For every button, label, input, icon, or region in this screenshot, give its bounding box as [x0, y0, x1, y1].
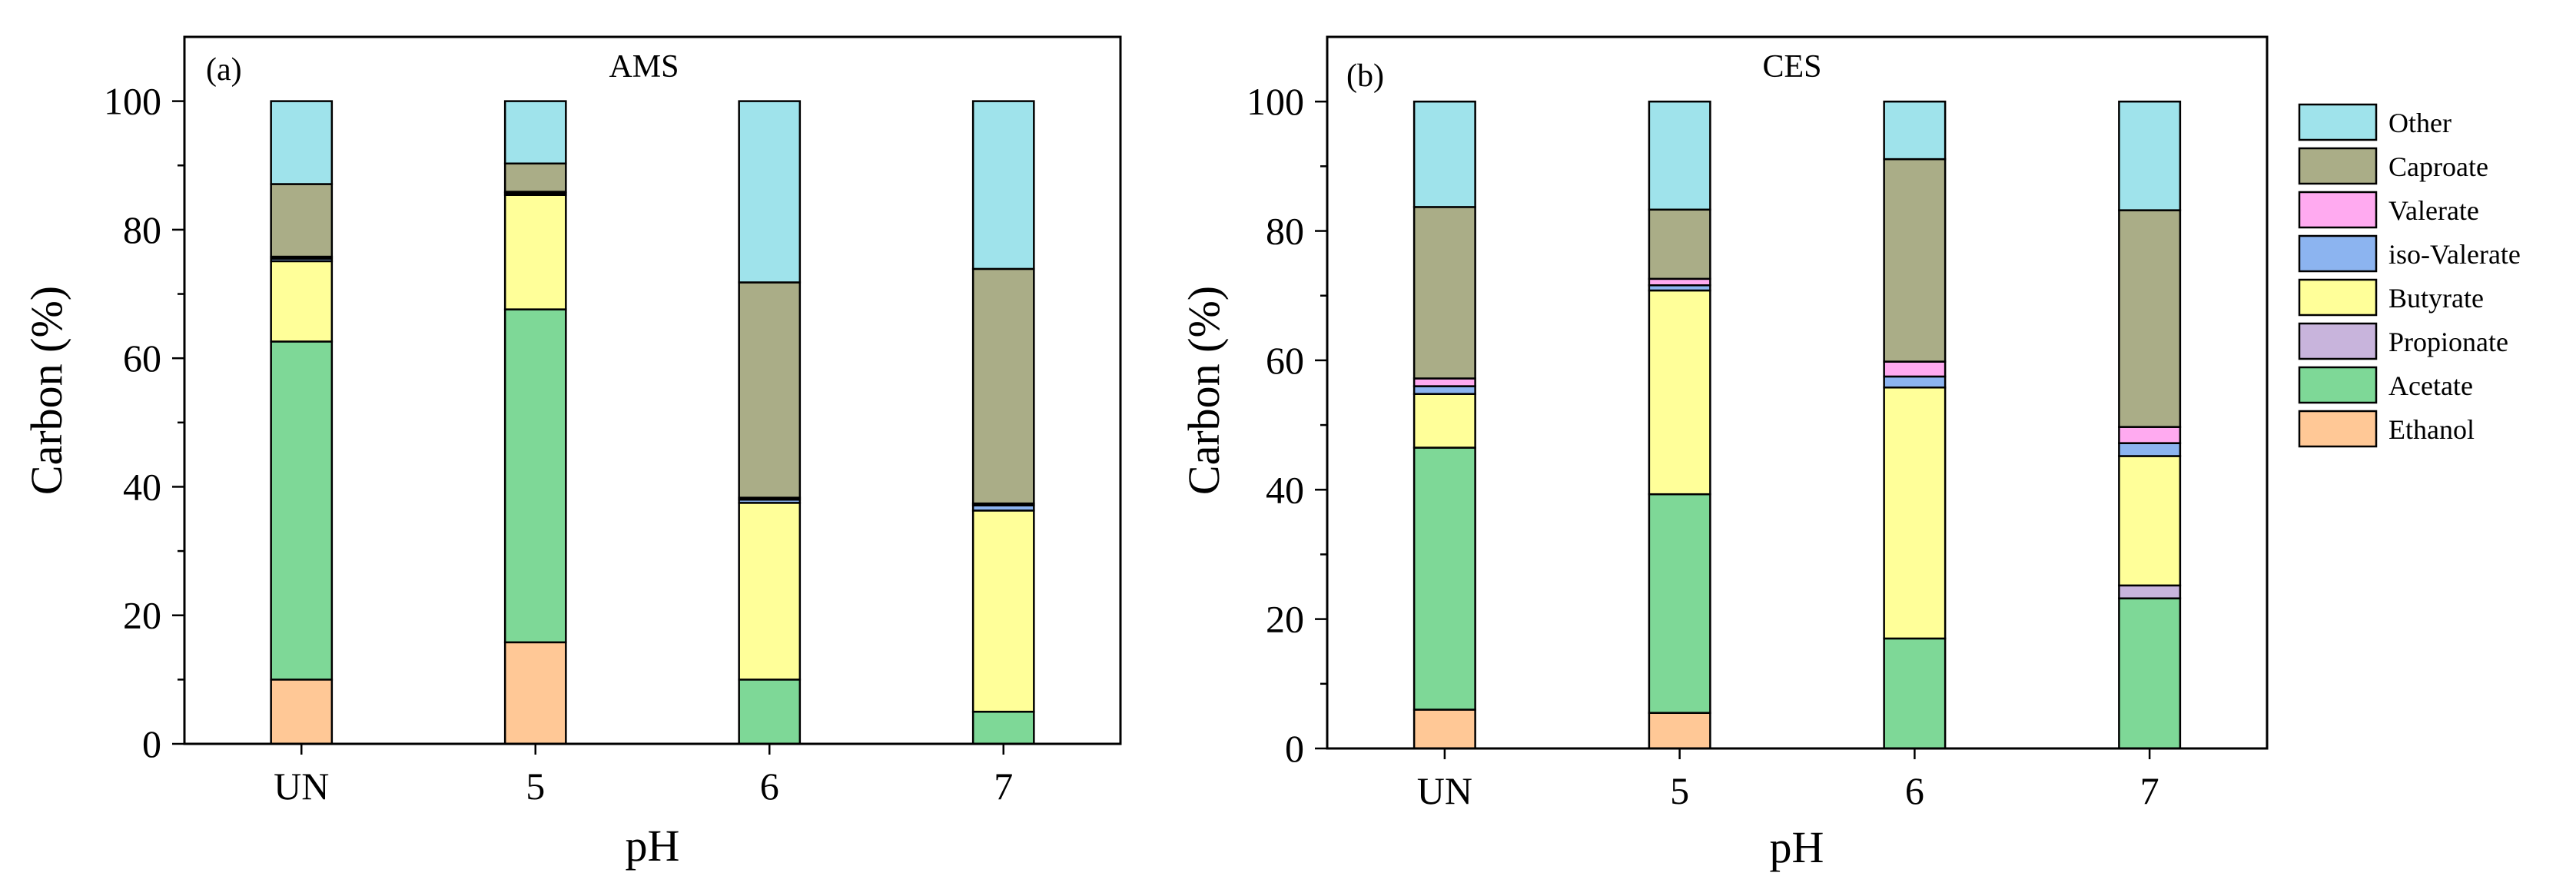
panel-b-x-axis-title: pH [1770, 822, 1824, 872]
panel-b-y-axis-title: Carbon (%) [1179, 286, 1229, 495]
legend-swatch-other [2298, 103, 2378, 141]
panel-a-bar-caproate-7 [971, 267, 1035, 505]
panel-b-bar-butyrate-5 [1648, 289, 1711, 496]
panel-b-bar-iso-valerate-6 [1883, 375, 1947, 389]
panel-b-bar-other-7 [2118, 100, 2182, 211]
panel-a-bar-acetate-un [270, 340, 334, 681]
panel-a-label: (a) [206, 52, 242, 88]
panel-b-bar-other-6 [1883, 100, 1947, 161]
panel-b-y-tick-label: 40 [1266, 468, 1304, 511]
panel-a-y-tick-label: 80 [123, 208, 161, 251]
panel-a-bar-other-un [270, 100, 334, 185]
legend-swatch-valerate [2298, 191, 2378, 229]
legend-label-caproate: Caproate [2388, 151, 2488, 182]
panel-a-bar-ethanol-5 [503, 641, 567, 745]
legend-label-ethanol: Ethanol [2388, 414, 2475, 445]
legend: Other Caproate Valerate iso-Valerate Butyrat… [2298, 103, 2521, 448]
panel-a-bar-other-5 [503, 100, 567, 165]
panel-a-x-tick-label: 6 [760, 765, 779, 808]
panel-b-plot-frame [1326, 35, 2269, 750]
panel-a-plot-frame [183, 35, 1122, 745]
panel-a-bar-caproate-5 [503, 162, 567, 193]
panel-b-x-tick-label: 5 [1670, 769, 1689, 812]
panel-b-bar-valerate-un [1412, 377, 1476, 387]
panel-b-bar-caproate-5 [1648, 208, 1711, 280]
legend-swatch-ethanol [2298, 410, 2378, 448]
panel-b-y-tick-label: 80 [1266, 210, 1304, 253]
panel-b-y-tick-label: 20 [1266, 598, 1304, 641]
panel-b-bar-acetate-6 [1883, 637, 1947, 750]
panel-a-bar-acetate-5 [503, 308, 567, 644]
panel-b-bar-iso-valerate-7 [2118, 442, 2182, 457]
panel-a-y-tick-label: 60 [123, 337, 161, 380]
panel-b-x-tick-label: UN [1417, 769, 1472, 812]
panel-a-bar-caproate-un [270, 183, 334, 258]
legend-swatch-iso-valerate [2298, 234, 2378, 273]
legend-label-propionate: Propionate [2388, 327, 2508, 357]
panel-a-bar-caproate-6 [738, 281, 802, 499]
panel-b-bar-propionate-7 [2118, 584, 2182, 599]
panel-b-bar-ethanol-un [1412, 709, 1476, 750]
panel-a-bar-butyrate-5 [503, 194, 567, 310]
legend-swatch-acetate [2298, 366, 2378, 404]
panel-b-bar-acetate-7 [2118, 597, 2182, 750]
legend-swatch-butyrate [2298, 278, 2378, 317]
panel-b-bar-valerate-6 [1883, 360, 1947, 378]
panel-a-bar-butyrate-un [270, 260, 334, 343]
panel-b-bar-valerate-7 [2118, 426, 2182, 444]
panel-b-bar-butyrate-6 [1883, 387, 1947, 640]
panel-b-bar-caproate-un [1412, 206, 1476, 380]
panel-b-y-tick-label: 100 [1247, 80, 1304, 123]
panel-b-label: (b) [1346, 58, 1384, 94]
legend-swatch-propionate [2298, 322, 2378, 360]
legend-label-acetate: Acetate [2388, 370, 2473, 401]
panel-b-bar-caproate-7 [2118, 209, 2182, 428]
legend-label-iso-valerate: iso-Valerate [2388, 239, 2521, 270]
panel-b-bar-caproate-6 [1883, 158, 1947, 363]
panel-b-y-tick-label: 60 [1266, 339, 1304, 382]
panel-b-bar-other-un [1412, 100, 1476, 208]
panel-a-y-axis-title: Carbon (%) [22, 286, 71, 495]
panel-a-y-tick-label: 20 [123, 594, 161, 637]
legend-label-other: Other [2388, 108, 2452, 138]
panel-a-y-tick-label: 40 [123, 465, 161, 508]
panel-a-x-tick-label: UN [274, 765, 329, 808]
panel-b: (b) CES pH Carbon (%) UN 5 6 7 0 20 40 60 80 100 [1179, 35, 2269, 872]
panel-b-x-tick-label: 7 [2140, 769, 2159, 812]
legend-swatch-caproate [2298, 147, 2378, 185]
panel-a-bar-butyrate-7 [971, 509, 1035, 713]
panel-a-bar-other-6 [738, 100, 802, 284]
panel-a-x-tick-label: 7 [994, 765, 1013, 808]
panel-a-bar-ethanol-un [270, 679, 334, 745]
panel-a-title: AMS [609, 49, 679, 85]
panel-a-y-tick-label: 0 [142, 722, 161, 765]
panel-b-bar-butyrate-7 [2118, 455, 2182, 587]
panel-a-bar-other-7 [971, 100, 1035, 270]
panel-a-x-axis-title: pH [626, 821, 680, 871]
panel-a-y-tick-label: 100 [104, 80, 161, 123]
panel-b-title: CES [1762, 49, 1821, 85]
panel-a-bar-acetate-7 [971, 710, 1035, 745]
panel-b-y-tick-label: 0 [1285, 727, 1304, 770]
panel-a: (a) AMS pH Carbon (%) UN 5 6 7 0 20 40 60 80 100 [22, 35, 1122, 871]
panel-a-bar-acetate-6 [738, 679, 802, 745]
panel-b-bar-butyrate-un [1412, 393, 1476, 449]
legend-label-butyrate: Butyrate [2388, 283, 2484, 314]
panel-b-bar-other-5 [1648, 100, 1711, 211]
panel-b-x-tick-label: 6 [1905, 769, 1924, 812]
panel-a-x-tick-label: 5 [526, 765, 545, 808]
panel-b-bar-acetate-5 [1648, 493, 1711, 714]
panel-b-bar-ethanol-5 [1648, 712, 1711, 750]
panel-a-bar-butyrate-6 [738, 502, 802, 681]
panel-b-bar-valerate-5 [1648, 277, 1711, 287]
legend-label-valerate: Valerate [2388, 195, 2479, 226]
panel-b-bar-iso-valerate-un [1412, 385, 1476, 395]
panel-b-bar-acetate-un [1412, 446, 1476, 711]
